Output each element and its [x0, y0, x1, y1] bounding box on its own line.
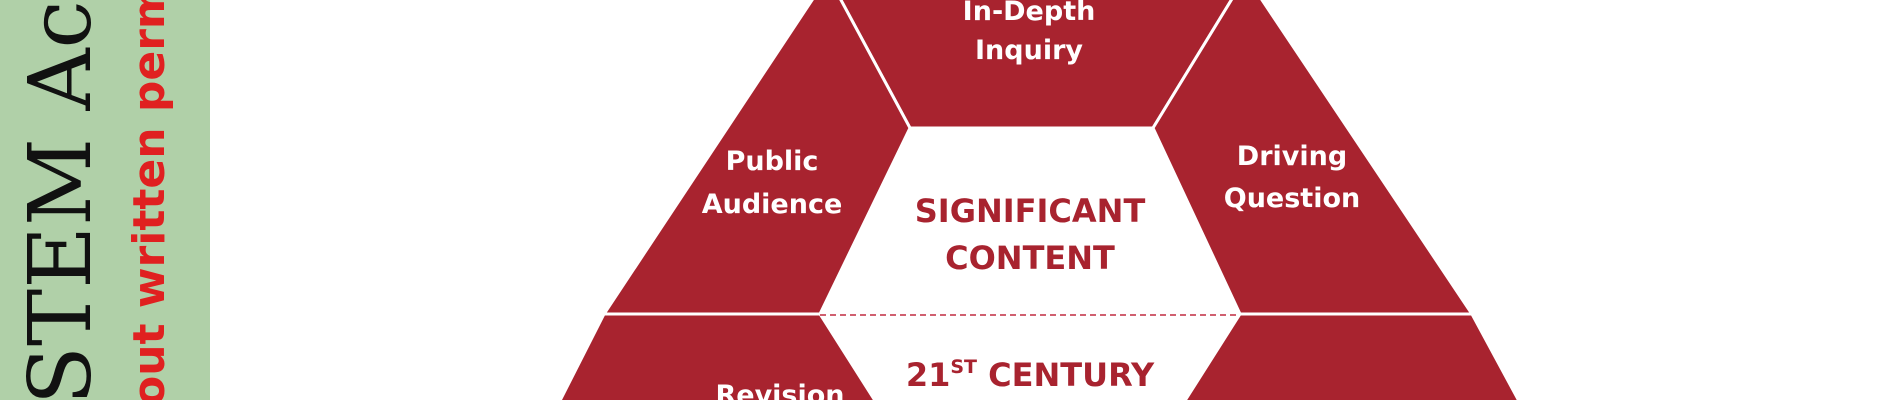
- segment-upper-right-label-line-1: Driving: [1237, 141, 1347, 172]
- core-label-superscript: ST: [950, 356, 977, 378]
- segment-lower-left-label: Revision: [715, 380, 844, 400]
- core-label-line-1: SIGNIFICANT: [915, 192, 1146, 230]
- segment-upper-left-label-line-2: Audience: [702, 189, 843, 220]
- hexagon-core: [820, 128, 1240, 400]
- core-label-suffix: CENTURY: [977, 356, 1155, 394]
- segment-top-label-line-1: In-Depth: [963, 0, 1096, 27]
- segment-upper-right-label-line-2: Question: [1224, 183, 1361, 214]
- hexagon-segment-lower-left: [558, 312, 877, 400]
- segment-upper-left-label-line-1: Public: [726, 146, 819, 177]
- segment-top-label-line-2: Inquiry: [975, 35, 1083, 66]
- core-label-line-3: 21ST CENTURY: [906, 356, 1155, 394]
- core-label-line-2: CONTENT: [945, 239, 1115, 277]
- core-label-number: 21: [906, 356, 951, 394]
- sidebar-edge: [210, 0, 216, 400]
- sidebar-banner: STEM Academ out written permissio: [0, 0, 210, 400]
